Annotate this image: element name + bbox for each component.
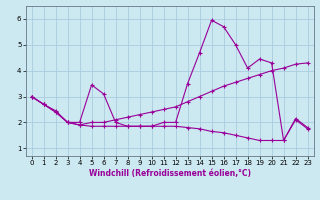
X-axis label: Windchill (Refroidissement éolien,°C): Windchill (Refroidissement éolien,°C) — [89, 169, 251, 178]
